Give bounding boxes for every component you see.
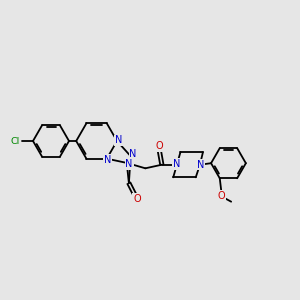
Text: N: N [104,155,111,165]
Text: O: O [133,194,141,204]
Text: N: N [115,135,122,146]
Text: N: N [173,159,181,169]
Text: N: N [125,159,133,169]
Text: O: O [156,141,163,151]
Text: N: N [129,149,137,159]
Text: O: O [218,191,225,201]
Text: Cl: Cl [11,136,20,146]
Text: N: N [197,160,204,170]
